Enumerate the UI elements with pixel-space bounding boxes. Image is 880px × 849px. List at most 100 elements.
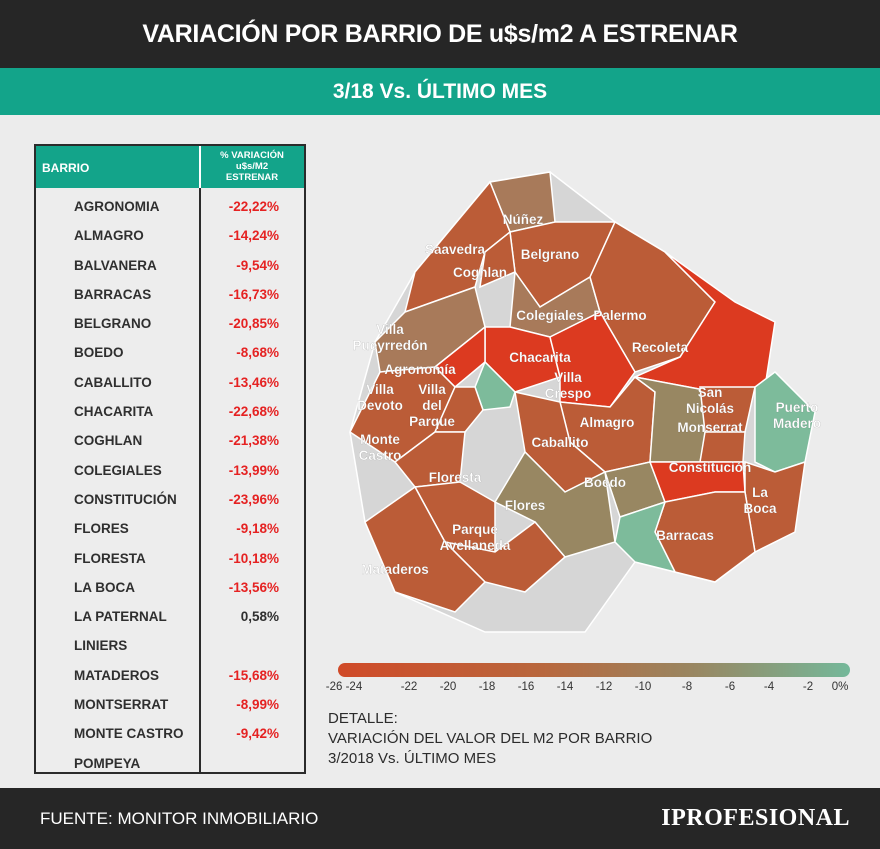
map-label: Barracas (656, 528, 714, 543)
table-row: COGHLAN -21,38% (36, 427, 304, 456)
region-monserrat (699, 431, 746, 463)
barrio-name: LA PATERNAL (74, 609, 167, 625)
map-label-line: Pueyrredón (352, 338, 427, 353)
scale-tick: -16 (517, 681, 535, 693)
map-label: Villa Crespo (545, 370, 592, 401)
table-body: AGRONOMIA -22,22% ALMAGRO -14,24% BALVANERA -… (36, 193, 304, 779)
table-row: BARRACAS -16,73% (36, 281, 304, 310)
scale-tick: -22 (400, 681, 418, 693)
map-label-line: Nicolás (686, 401, 734, 416)
map-label: Parque Avellaneda (440, 522, 511, 553)
map-label: Saavedra (425, 242, 486, 257)
header-barrio: BARRIO (42, 161, 90, 175)
region-monte-castro (393, 431, 466, 488)
map-label: Almagro (580, 415, 635, 430)
map-label-line: Villa (554, 370, 582, 385)
barrio-variation: -16,73% (228, 286, 279, 302)
barrio-variation: -13,99% (228, 462, 279, 478)
barrio-name: AGRONOMIA (74, 199, 160, 214)
map-label-line: Devoto (357, 398, 403, 413)
map-label: Colegiales (516, 308, 584, 323)
map-label-line: Crespo (545, 386, 592, 401)
barrio-variation: -20,85% (228, 316, 279, 332)
barrio-variation: -23,96% (228, 491, 279, 507)
map-label: Monte Castro (359, 432, 402, 463)
table-row: MONTE CASTRO -9,42% (36, 720, 304, 749)
barrio-name: BOEDO (74, 345, 124, 361)
header-divider (199, 146, 201, 188)
barrio-name: ALMAGRO (74, 228, 144, 244)
scale-tick: 0% (831, 681, 849, 693)
page-subtitle: 3/18 Vs. ÚLTIMO MES (332, 79, 548, 103)
scale-tick: -8 (681, 681, 693, 693)
table-row: POMPEYA (36, 750, 304, 779)
map-label-line: Villa (376, 322, 404, 337)
barrio-name: MONTSERRAT (74, 697, 169, 713)
detail-note: DETALLE: VARIACIÓN DEL VALOR DEL M2 POR … (328, 709, 652, 769)
table-row: FLORESTA -10,18% (36, 545, 304, 574)
map-label: Belgrano (521, 247, 580, 262)
map-label-line: Madero (773, 416, 821, 431)
scale-tick: -4 (763, 681, 775, 693)
header-variacion-line: u$s/M2 (235, 161, 269, 172)
map-label-line: Boca (743, 501, 777, 516)
map-label: La Boca (743, 485, 777, 516)
barrio-variation: -9,54% (236, 257, 279, 273)
column-divider (199, 146, 201, 772)
map-label-line: del (422, 398, 442, 413)
map-label: Palermo (593, 308, 646, 323)
barrio-variation: -9,18% (236, 521, 279, 537)
barrio-name: CONSTITUCIÓN (74, 491, 177, 507)
barrio-name: LA BOCA (74, 579, 135, 595)
scale-tick: -20 (439, 681, 457, 693)
detail-line: 3/2018 Vs. ÚLTIMO MES (328, 750, 497, 767)
scale-tick: -14 (556, 681, 574, 693)
barrio-variation: -13,56% (228, 579, 279, 595)
color-scale: -26 -24 -22 -20 -18 -16 -14 -12 -10 -8 -6 -4 -2 0% (326, 660, 850, 700)
barrio-variation: -22,68% (228, 404, 279, 420)
barrio-variation: -22,22% (228, 199, 279, 214)
scale-tick: -2 (802, 681, 814, 693)
barrio-variation: -9,42% (236, 726, 279, 742)
header-variacion: % VARIACIÓN u$s/M2 ESTRENAR (202, 150, 302, 183)
barrio-name: FLORES (74, 521, 129, 537)
table-row: AGRONOMIA -22,22% (36, 193, 304, 222)
table-row: CHACARITA -22,68% (36, 398, 304, 427)
map-label: Coghlan (453, 265, 507, 280)
map-label: Núñez (503, 212, 544, 227)
barrio-variation: -8,68% (236, 345, 279, 361)
barrio-name: MONTE CASTRO (74, 726, 184, 742)
table-row: COLEGIALES -13,99% (36, 457, 304, 486)
barrio-name: POMPEYA (74, 755, 141, 771)
map-label: Villa Devoto (357, 382, 403, 413)
barrio-variation: -15,68% (228, 667, 279, 683)
map-label: Puerto Madero (773, 400, 821, 431)
page-title: VARIACIÓN POR BARRIO DE u$s/m2 A ESTRENA… (142, 19, 738, 48)
color-scale-bar (338, 663, 850, 677)
scale-tick: -10 (634, 681, 652, 693)
table-header: BARRIO % VARIACIÓN u$s/M2 ESTRENAR (36, 146, 304, 188)
map-label-line: Parque (452, 522, 498, 537)
table-row: BOEDO -8,68% (36, 339, 304, 368)
table-row: LINIERS (36, 632, 304, 661)
scale-tick: -6 (724, 681, 736, 693)
table-row: LA PATERNAL 0,58% (36, 603, 304, 632)
scale-tick: -12 (595, 681, 613, 693)
map-label-line: San (698, 385, 723, 400)
variation-table: BARRIO % VARIACIÓN u$s/M2 ESTRENAR AGRON… (34, 144, 306, 774)
map-label-line: Villa (418, 382, 446, 397)
table-row: CONSTITUCIÓN -23,96% (36, 486, 304, 515)
barrio-variation: -13,46% (228, 374, 279, 390)
table-row: CABALLITO -13,46% (36, 369, 304, 398)
barrio-variation: -8,99% (236, 697, 279, 713)
region-la-paternal (474, 360, 516, 411)
map-label: Agronomía (384, 362, 456, 377)
brand-logo: IPROFESIONAL (661, 805, 850, 831)
title-bar: VARIACIÓN POR BARRIO DE u$s/m2 A ESTRENA… (0, 0, 880, 68)
map-label-line: Monte (360, 432, 400, 447)
region-pompeya (614, 500, 677, 574)
barrio-name: BALVANERA (74, 257, 157, 273)
subtitle-bar: 3/18 Vs. ÚLTIMO MES (0, 68, 880, 115)
table-row: MATADEROS -15,68% (36, 662, 304, 691)
map-label: Constitución (669, 460, 752, 475)
